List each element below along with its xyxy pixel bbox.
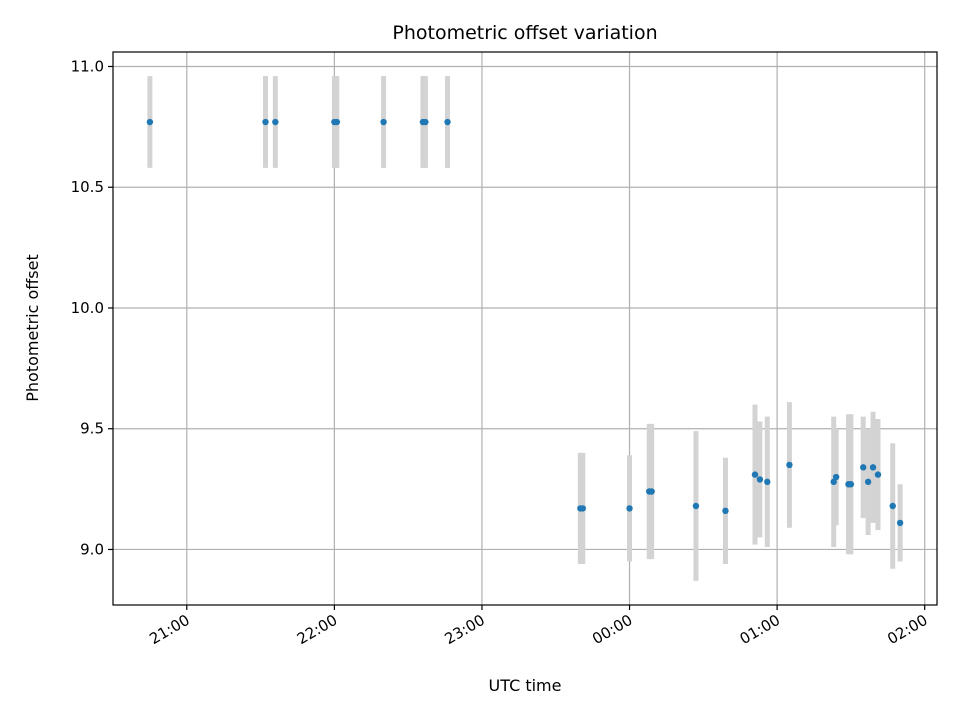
data-point <box>146 118 154 126</box>
data-point <box>692 502 700 510</box>
x-axis-label: UTC time <box>489 676 562 695</box>
data-point <box>648 488 655 495</box>
data-point <box>380 118 387 126</box>
data-point <box>832 473 840 481</box>
y-tick-label: 11.0 <box>71 57 104 75</box>
data-point <box>847 481 855 488</box>
chart-title: Photometric offset variation <box>392 22 657 44</box>
data-point <box>869 464 877 471</box>
data-point <box>874 471 882 478</box>
y-axis-label: Photometric offset <box>23 254 42 402</box>
y-tick-label: 9.0 <box>80 540 104 558</box>
data-point <box>889 502 896 510</box>
data-point <box>830 478 837 486</box>
data-point <box>262 118 269 126</box>
data-point <box>444 118 451 126</box>
data-point <box>422 118 429 126</box>
y-tick-label: 10.5 <box>71 178 104 196</box>
y-tick-label: 10.0 <box>71 299 104 317</box>
data-point <box>722 507 729 515</box>
plot-frame <box>112 51 938 606</box>
data-point <box>333 118 341 126</box>
data-point <box>756 476 764 483</box>
y-tick-label: 9.5 <box>80 420 104 438</box>
data-point <box>626 505 633 512</box>
data-point <box>786 461 793 469</box>
data-points <box>146 118 904 527</box>
data-point <box>272 118 279 126</box>
data-point <box>896 519 904 527</box>
y-axis-ticks: 9.0 9.5 10.0 10.5 11.0 <box>71 57 113 558</box>
data-point <box>751 471 759 478</box>
data-point <box>864 478 872 486</box>
data-point <box>860 464 867 471</box>
data-point <box>764 478 771 486</box>
data-point <box>579 505 587 512</box>
